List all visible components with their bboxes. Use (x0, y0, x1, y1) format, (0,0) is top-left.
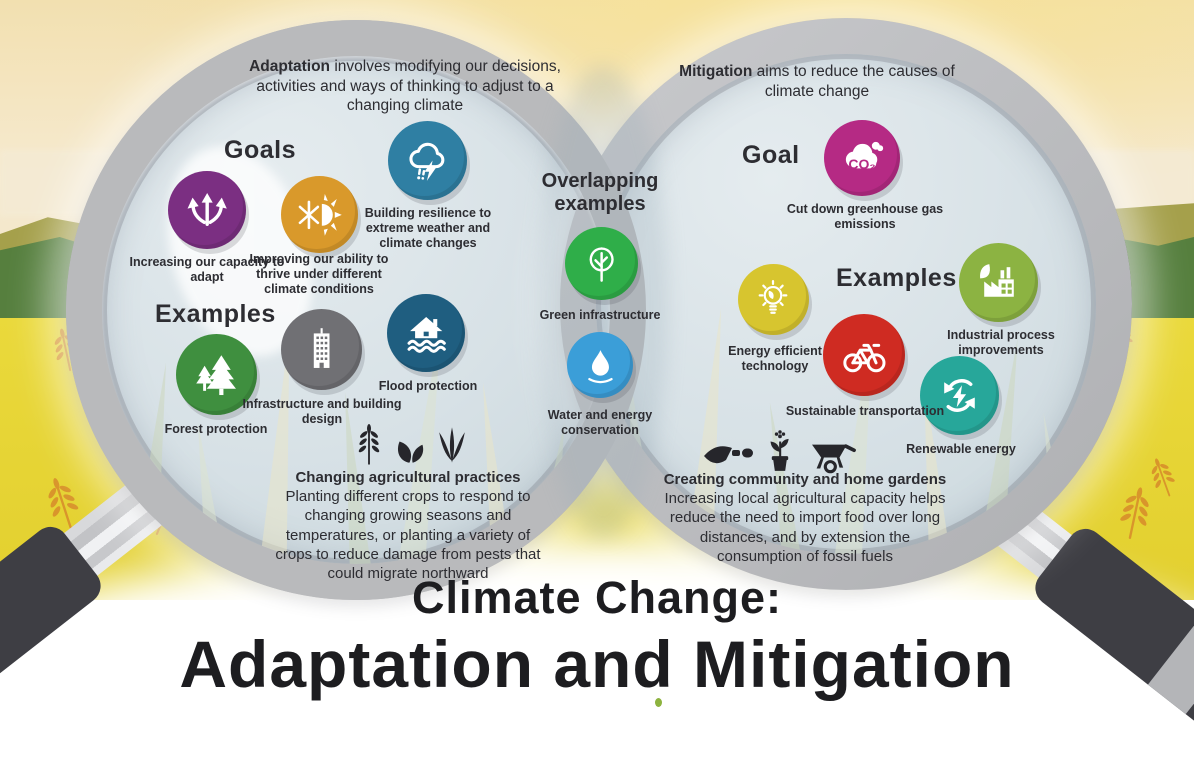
potted-plant-icon (770, 430, 789, 471)
badge-energy-tech (738, 264, 809, 335)
title-line1: Climate Change: (411, 572, 783, 623)
badge-water-conservation (567, 332, 633, 398)
storm-cloud-icon (409, 142, 445, 181)
lens-overlap-shade (538, 66, 668, 538)
overlap-heading: Overlapping examples (541, 170, 659, 215)
adaptation-examples-heading: Examples (155, 300, 276, 328)
label-flood-protection: Flood protection (378, 379, 478, 393)
corn-icon (439, 427, 465, 463)
badge-flood-protection (387, 294, 465, 372)
badge-co2: CO₂ (824, 120, 900, 196)
badge-renewable-energy (920, 356, 999, 435)
poster-title: Climate Change: Adaptation and Mitigatio… (0, 572, 1194, 702)
label-industrial: Industrial process improvements (947, 328, 1055, 357)
leaves-icon (397, 441, 424, 463)
garden-icons-row (702, 428, 862, 474)
goals-heading: Goals (224, 136, 296, 164)
mitigation-intro-text: aims to reduce the causes of climate cha… (752, 63, 955, 100)
green-factory-icon (980, 264, 1014, 297)
white-footer-area (0, 600, 1194, 770)
label-increasing-capacity: Increasing our capacity to adapt (129, 255, 285, 284)
eco-bulb-icon (759, 280, 788, 315)
mitigation-footnote: Creating community and home gardens Incr… (660, 470, 950, 566)
bicycle-icon (842, 343, 886, 372)
adaptation-intro-lead: Adaptation (249, 58, 331, 75)
label-infrastructure: Infrastructure and building design (242, 397, 402, 426)
badge-increasing-capacity (168, 171, 246, 249)
badge-industrial (959, 243, 1038, 322)
label-renewable-energy: Renewable energy (906, 442, 1016, 456)
label-resilience: Building resilience to extreme weather a… (364, 206, 492, 250)
goal-heading: Goal (742, 141, 800, 169)
branching-arrows-icon (187, 192, 227, 226)
pine-trees-icon (196, 355, 237, 396)
snowflake-sun-icon (298, 193, 342, 236)
badge-forest-protection (176, 334, 257, 415)
label-water-conservation: Water and energy conservation (547, 408, 653, 437)
adaptation-footnote: Changing agricultural practices Planting… (271, 468, 545, 583)
adaptation-intro: Adaptation involves modifying our decisi… (240, 57, 570, 116)
badge-green-infrastructure (565, 227, 638, 300)
wheat-icon (352, 424, 386, 466)
mitigation-intro-lead: Mitigation (679, 63, 753, 80)
label-forest-protection: Forest protection (164, 422, 268, 436)
badge-climate-conditions (281, 176, 358, 253)
title-line2: Adaptation and Mitigation (179, 627, 1015, 701)
label-sustainable-transport: Sustainable transportation (785, 404, 945, 418)
mitigation-footnote-title: Creating community and home gardens (663, 471, 947, 488)
adaptation-footnote-title: Changing agricultural practices (295, 469, 521, 486)
building-icon (314, 328, 330, 369)
adaptation-footnote-text: Planting different crops to respond to c… (275, 488, 541, 582)
flooded-house-icon (407, 316, 446, 353)
crop-icons-row (352, 424, 468, 466)
mitigation-examples-heading: Examples (836, 264, 957, 292)
trowel-icon (704, 446, 753, 464)
co2-cloud-icon (846, 142, 884, 169)
water-drop-icon (587, 349, 613, 383)
mitigation-lens (560, 18, 1132, 590)
wheelbarrow-icon (812, 444, 856, 474)
mitigation-footnote-text: Increasing local agricultural capacity h… (664, 490, 946, 565)
decoration-dot (655, 698, 662, 707)
label-energy-tech: Energy efficient technology (728, 344, 822, 373)
co2-label: CO₂ (848, 155, 876, 172)
badge-resilience (388, 121, 467, 200)
mitigation-intro: Mitigation aims to reduce the causes of … (672, 62, 962, 101)
badge-sustainable-transport (823, 314, 905, 396)
badge-infrastructure (281, 309, 362, 390)
label-green-infrastructure: Green infrastructure (539, 308, 661, 322)
adaptation-intro-text: involves modifying our decisions, activi… (256, 58, 561, 115)
tree-outline-icon (589, 247, 614, 282)
label-climate-conditions: Improving our ability to thrive under di… (249, 252, 389, 296)
label-co2: Cut down greenhouse gas emissions (786, 202, 944, 231)
recycle-energy-icon (944, 379, 975, 412)
